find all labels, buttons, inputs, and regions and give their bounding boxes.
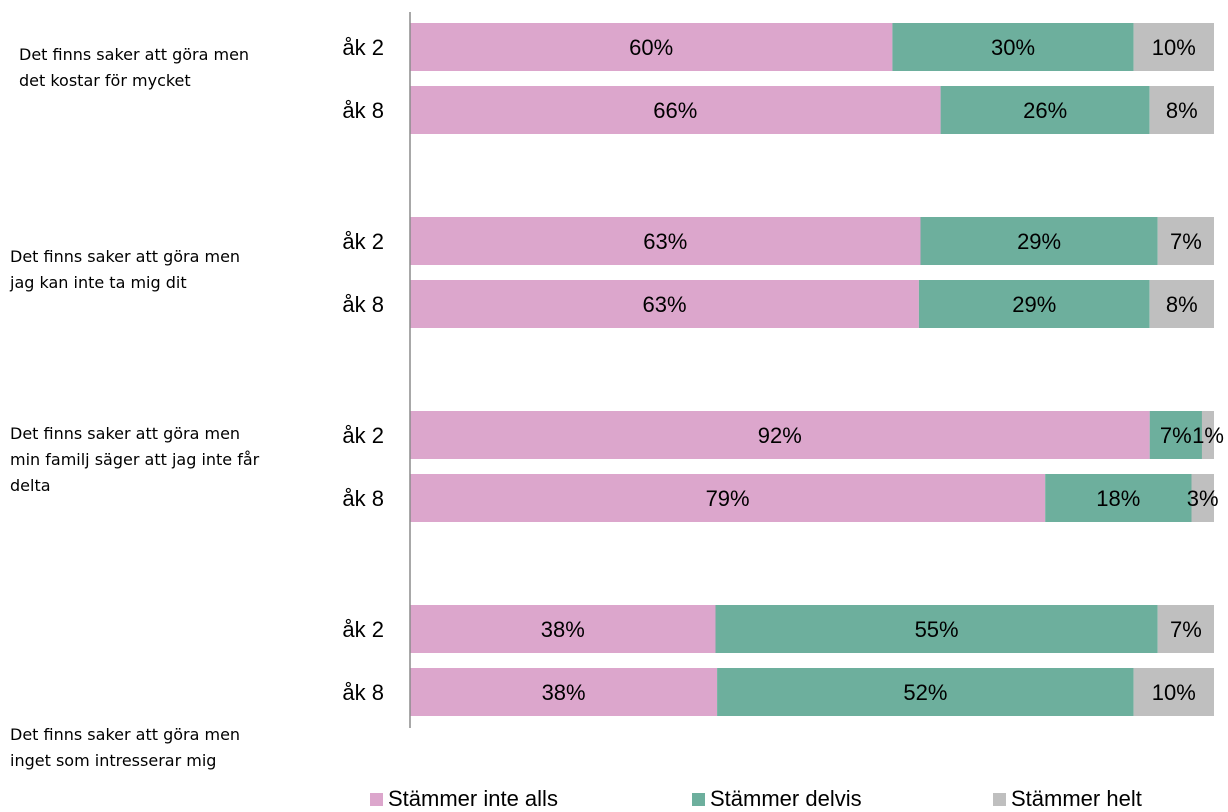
row-label: åk 2	[342, 229, 384, 254]
bar-segment	[1149, 411, 1202, 459]
category-label-line: inget som intresserar mig	[10, 751, 217, 770]
data-label: 3%	[1187, 486, 1219, 511]
category-label-line: Det finns saker att göra men	[10, 247, 241, 266]
data-label: 38%	[542, 680, 586, 705]
data-label: 10%	[1152, 35, 1196, 60]
row-label: åk 2	[342, 617, 384, 642]
category-label-line: min familj säger att jag inte får	[10, 450, 260, 469]
data-label: 30%	[991, 35, 1035, 60]
bar-segment	[1149, 280, 1214, 328]
bar-segment	[410, 280, 919, 328]
data-label: 7%	[1170, 617, 1202, 642]
bar-segment	[1157, 605, 1214, 653]
legend-label: Stämmer helt	[1011, 786, 1142, 811]
legend-item: Stämmer helt	[993, 786, 1142, 812]
category-label-line: Det finns saker att göra men	[10, 424, 241, 443]
data-label: 29%	[1017, 229, 1061, 254]
row-label: åk 2	[342, 423, 384, 448]
category-label: Det finns saker att göra men min familj s…	[10, 421, 259, 499]
bars-layer: 60% 30% 10%66% 26% 8%63% 29% 7%63% 29% 8%92% 7% 1%…	[410, 23, 1224, 716]
bar-segment	[1157, 217, 1214, 265]
legend-item: Stämmer inte alls	[370, 786, 558, 812]
bar-segment	[410, 605, 716, 653]
legend-swatch	[692, 792, 705, 806]
bar-segment	[892, 23, 1134, 71]
bar-segment	[410, 86, 941, 134]
bar-segment	[410, 23, 893, 71]
category-label-line: det kostar för mycket	[19, 71, 191, 90]
legend-item: Stämmer delvis	[692, 786, 862, 812]
row-label: åk 8	[342, 486, 384, 511]
row-label: åk 8	[342, 292, 384, 317]
data-label: 10%	[1152, 680, 1196, 705]
data-label: 60%	[629, 35, 673, 60]
data-label: 1%	[1192, 423, 1224, 448]
data-label: 66%	[653, 98, 697, 123]
category-label: Det finns saker att göra men inget som in…	[10, 722, 240, 774]
category-label-line: delta	[10, 476, 51, 495]
category-label: Det finns saker att göra men det kostar f…	[19, 42, 249, 94]
data-label: 7%	[1160, 423, 1192, 448]
legend-label: Stämmer delvis	[710, 786, 862, 811]
data-label: 26%	[1023, 98, 1067, 123]
data-label: 8%	[1166, 292, 1198, 317]
bar-segment	[410, 411, 1150, 459]
bar-segment	[717, 668, 1134, 716]
legend-swatch	[993, 792, 1006, 806]
bar-segment	[920, 217, 1158, 265]
bar-segment	[918, 280, 1150, 328]
bar-segment	[410, 217, 921, 265]
data-label: 8%	[1166, 98, 1198, 123]
data-label: 92%	[758, 423, 802, 448]
category-label-line: jag kan inte ta mig dit	[10, 273, 187, 292]
legend-label: Stämmer inte alls	[388, 786, 558, 811]
data-label: 38%	[541, 617, 585, 642]
bar-segment	[1133, 668, 1214, 716]
bar-segment	[940, 86, 1150, 134]
bar-segment	[1149, 86, 1214, 134]
data-label: 55%	[915, 617, 959, 642]
bar-segment	[1201, 411, 1214, 459]
data-label: 7%	[1170, 229, 1202, 254]
data-label: 52%	[903, 680, 947, 705]
data-label: 63%	[642, 292, 686, 317]
bar-segment	[1191, 474, 1214, 522]
data-label: 63%	[643, 229, 687, 254]
data-label: 79%	[706, 486, 750, 511]
legend-swatch	[370, 792, 383, 806]
bar-segment	[410, 668, 718, 716]
category-label-line: Det finns saker att göra men	[19, 45, 250, 64]
data-label: 29%	[1012, 292, 1056, 317]
category-label-line: Det finns saker att göra men	[10, 725, 241, 744]
bar-segment	[715, 605, 1158, 653]
row-label: åk 2	[342, 35, 384, 60]
category-label: Det finns saker att göra men jag kan inte…	[10, 244, 240, 296]
row-label: åk 8	[342, 98, 384, 123]
row-labels-layer: åk 2 åk 8 åk 2 åk 8 åk 2 åk 8 åk 2 åk 8	[342, 35, 384, 705]
bar-segment	[410, 474, 1046, 522]
bar-segment	[1045, 474, 1192, 522]
row-label: åk 8	[342, 680, 384, 705]
data-label: 18%	[1096, 486, 1140, 511]
bar-segment	[1133, 23, 1214, 71]
